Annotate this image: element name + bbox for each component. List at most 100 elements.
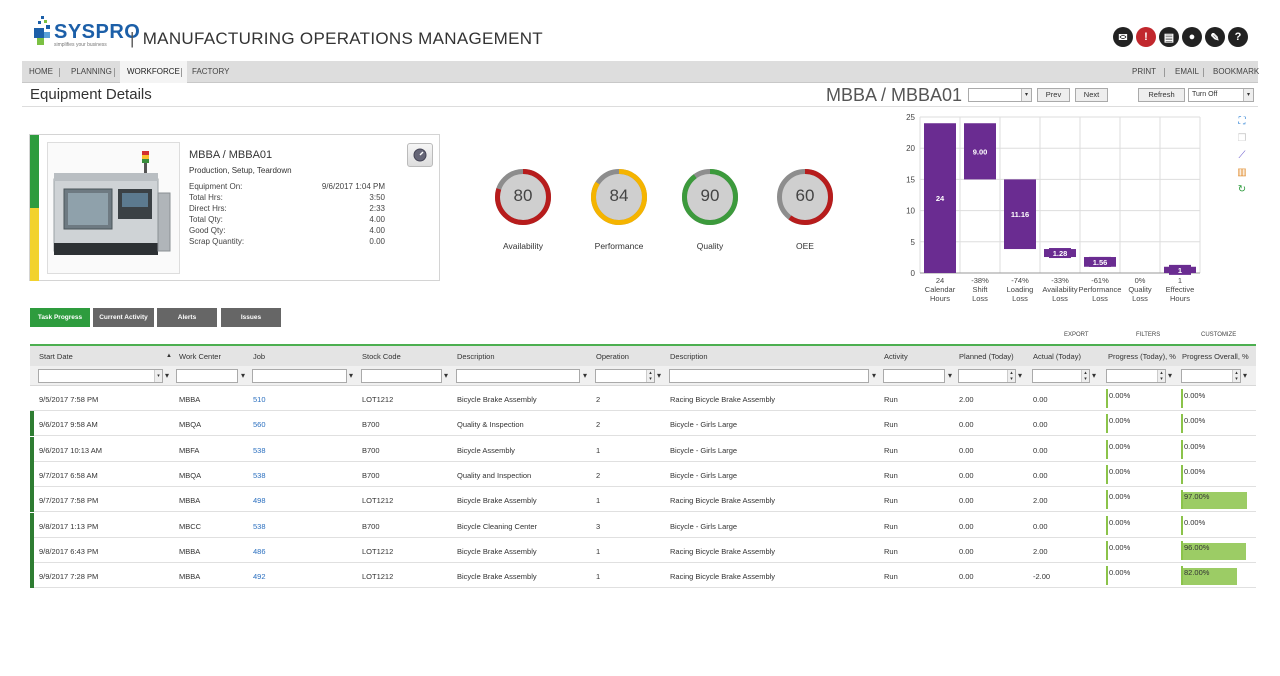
cell-actual: 0.00 (1033, 420, 1048, 430)
user-icon[interactable]: ● (1182, 27, 1202, 47)
next-button[interactable]: Next (1075, 88, 1108, 102)
customize-link[interactable]: CUSTOMIZE (1201, 332, 1237, 338)
col-operation[interactable]: Operation (596, 352, 629, 361)
col-activity[interactable]: Activity (884, 352, 908, 361)
filter-description[interactable] (456, 369, 580, 383)
filter-icon[interactable]: ▾ (1243, 371, 1248, 380)
y-tick-label: 5 (911, 238, 916, 247)
filter-operation-description[interactable] (669, 369, 869, 383)
tab-alerts[interactable]: Alerts (157, 308, 217, 327)
alert-icon[interactable]: ! (1136, 27, 1156, 47)
filter-actual[interactable]: ▴ ▾ (1032, 369, 1090, 383)
x-tick-label: -61% (1091, 276, 1109, 285)
col-description[interactable]: Description (457, 352, 495, 361)
cell-job-link[interactable]: 486 (253, 546, 266, 556)
filter-icon[interactable]: ▾ (241, 371, 246, 380)
mail-icon[interactable]: ✉ (1113, 27, 1133, 47)
auto-refresh-select[interactable]: Turn Off ▾ (1188, 88, 1254, 102)
table-row[interactable]: 9/7/2017 7:58 PM MBBA 498 LOT1212 Bicycle Br… (30, 487, 1256, 513)
table-row[interactable]: 9/9/2017 7:28 PM MBBA 492 LOT1212 Bicycle Br… (30, 563, 1256, 589)
filter-icon[interactable]: ▾ (948, 371, 953, 380)
cell-job-link[interactable]: 498 (253, 496, 266, 506)
filter-icon[interactable]: ▾ (165, 371, 170, 380)
col-planned-today[interactable]: Planned (Today) (959, 352, 1014, 361)
tab-issues[interactable]: Issues (221, 308, 281, 327)
table-row[interactable]: 9/6/2017 9:58 AM MBQA 560 B700 Quality & Ins… (30, 411, 1256, 437)
filter-icon[interactable]: ▾ (657, 371, 662, 380)
tab-current-activity[interactable]: Current Activity (93, 308, 154, 327)
expand-icon[interactable]: ⛶ (1238, 116, 1246, 127)
filter-icon[interactable]: ▾ (1168, 371, 1173, 380)
filter-progress-overall[interactable]: ▴ ▾ (1181, 369, 1241, 383)
nav-separator (1164, 68, 1165, 77)
nav-home[interactable]: HOME (29, 67, 53, 76)
col-operation-description[interactable]: Description (670, 352, 708, 361)
filters-link[interactable]: FILTERS (1136, 332, 1161, 338)
cell-job-link[interactable]: 560 (253, 420, 266, 430)
filter-operation[interactable]: ▴ ▾ (595, 369, 655, 383)
table-row[interactable]: 9/8/2017 1:13 PM MBCC 538 B700 Bicycle Clean… (30, 512, 1256, 538)
filter-stock-code[interactable] (361, 369, 442, 383)
sort-asc-icon[interactable]: ▲ (166, 353, 172, 359)
nav-planning[interactable]: PLANNING (71, 67, 112, 76)
filter-icon[interactable]: ▾ (1018, 371, 1023, 380)
refresh-icon[interactable]: ↻ (1237, 184, 1247, 195)
cell-job-link[interactable]: 510 (253, 395, 266, 404)
gauge-value: 80 (513, 186, 533, 205)
cell-job-link[interactable]: 538 (253, 470, 266, 480)
filter-activity[interactable] (883, 369, 945, 383)
cell-planned: 0.00 (959, 572, 974, 582)
col-progress-today[interactable]: Progress (Today), % (1108, 352, 1176, 361)
col-progress-overall[interactable]: Progress Overall, % (1182, 352, 1249, 361)
filter-job[interactable] (252, 369, 347, 383)
gauge-ring (591, 169, 647, 225)
help-icon[interactable]: ? (1228, 27, 1248, 47)
col-work-center[interactable]: Work Center (179, 352, 221, 361)
spinner-icon[interactable]: ▴ ▾ (1232, 370, 1240, 382)
filter-icon[interactable]: ▾ (872, 371, 877, 380)
bar-label-bg (1169, 264, 1191, 275)
table-row[interactable]: 9/8/2017 6:43 PM MBBA 486 LOT1212 Bicycle Br… (30, 537, 1256, 563)
filter-icon[interactable]: ▾ (349, 371, 354, 380)
export-link[interactable]: EXPORT (1064, 332, 1089, 338)
line-chart-icon[interactable]: ⟋ (1238, 150, 1246, 161)
table-row[interactable]: 9/5/2017 7:58 PM MBBA 510 LOT1212 Bicycle Br… (30, 386, 1256, 411)
filter-work-center[interactable] (176, 369, 238, 383)
table-row[interactable]: 9/6/2017 10:13 AM MBFA 538 B700 Bicycle Asse… (30, 436, 1256, 462)
nav-factory[interactable]: FACTORY (192, 67, 230, 76)
bar-chart-icon[interactable]: ▥ (1237, 167, 1247, 178)
spinner-icon[interactable]: ▴ ▾ (646, 370, 654, 382)
syspro-logo[interactable]: SYSPRO simplifies your business (34, 16, 140, 48)
filter-planned[interactable]: ▴ ▾ (958, 369, 1016, 383)
col-start-date[interactable]: Start Date (39, 352, 73, 361)
nav-workforce[interactable]: WORKFORCE (120, 61, 187, 83)
cell-job-link[interactable]: 538 (253, 445, 266, 455)
col-actual-today[interactable]: Actual (Today) (1033, 352, 1081, 361)
filter-icon[interactable]: ▾ (583, 371, 588, 380)
table-row[interactable]: 9/7/2017 6:58 AM MBQA 538 B700 Quality and I… (30, 461, 1256, 487)
prev-button[interactable]: Prev (1037, 88, 1070, 102)
tools-icon[interactable]: ✎ (1205, 27, 1225, 47)
cell-progress-overall: 0.00% (1181, 464, 1249, 484)
nav-bookmark[interactable]: BOOKMARK (1213, 67, 1260, 76)
copy-icon[interactable]: ❐ (1237, 133, 1247, 144)
nav-email[interactable]: EMAIL (1175, 67, 1200, 76)
cell-work-center: MBQA (179, 420, 202, 430)
col-stock-code[interactable]: Stock Code (362, 352, 401, 361)
filter-start-date[interactable]: ▾ (38, 369, 163, 383)
filter-progress-today[interactable]: ▴ ▾ (1106, 369, 1166, 383)
spinner-icon[interactable]: ▴ ▾ (1007, 370, 1015, 382)
filter-icon[interactable]: ▾ (1092, 371, 1097, 380)
col-job[interactable]: Job (253, 352, 266, 361)
cell-job-link[interactable]: 492 (253, 572, 266, 582)
equipment-selector[interactable]: ▾ (968, 88, 1032, 102)
refresh-button[interactable]: Refresh (1138, 88, 1185, 102)
tab-task-progress[interactable]: Task Progress (30, 308, 90, 327)
spinner-icon[interactable]: ▴ ▾ (1157, 370, 1165, 382)
spinner-icon[interactable]: ▴ ▾ (1081, 370, 1089, 382)
filter-icon[interactable]: ▾ (444, 371, 449, 380)
nav-print[interactable]: PRINT (1132, 67, 1156, 76)
document-icon[interactable]: ▤ (1159, 27, 1179, 47)
card-detail-button[interactable] (407, 143, 433, 167)
cell-job-link[interactable]: 538 (253, 521, 266, 531)
